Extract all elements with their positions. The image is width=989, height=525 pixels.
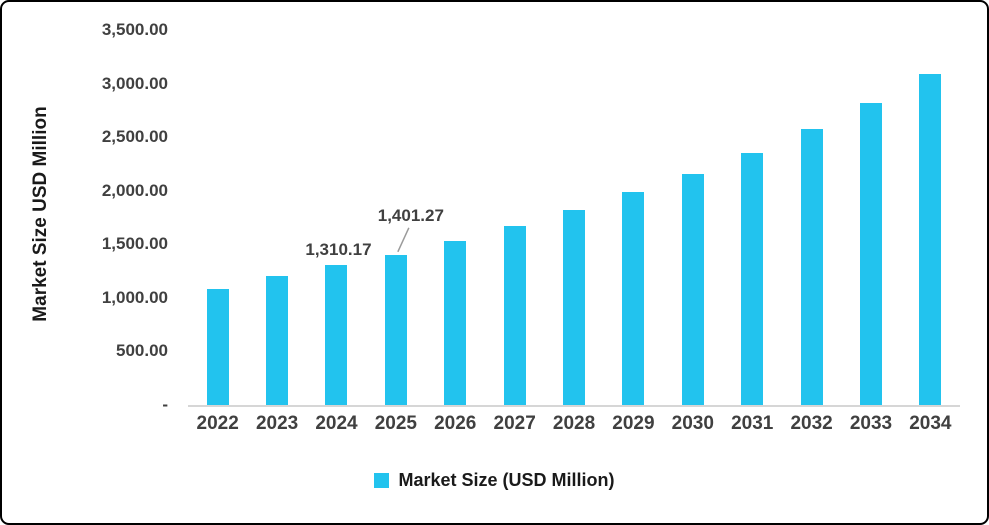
- y-tick: 500.00: [116, 341, 168, 361]
- bar-2022[interactable]: [206, 288, 229, 405]
- bar-2034[interactable]: [919, 73, 942, 405]
- x-tick-2031: 2031: [731, 413, 774, 434]
- x-tick-2029: 2029: [612, 413, 655, 434]
- data-label-2025: 1,401.27: [377, 205, 444, 225]
- y-tick: 2,500.00: [101, 127, 168, 147]
- x-tick-2022: 2022: [196, 413, 239, 434]
- bar-2028[interactable]: [563, 210, 585, 405]
- x-tick-2023: 2023: [255, 413, 299, 434]
- bar-2024[interactable]: [325, 264, 348, 405]
- x-tick-2024: 2024: [315, 413, 358, 434]
- y-axis-ticks: 3,500.00 3,000.00 2,500.00 2,000.00 1,500.00…: [2, 2, 170, 523]
- x-tick-2033: 2033: [849, 413, 893, 434]
- bar-2031[interactable]: [741, 153, 764, 405]
- x-tick-2030: 2030: [671, 413, 714, 434]
- y-tick: 3,500.00: [101, 20, 168, 39]
- bar-2027[interactable]: [503, 225, 526, 405]
- bar-2025[interactable]: [384, 254, 407, 405]
- bar-2023[interactable]: [266, 276, 289, 405]
- bar-2033[interactable]: [859, 102, 882, 405]
- bar-2029[interactable]: [622, 192, 645, 405]
- x-tick-2034: 2034: [909, 413, 952, 434]
- bar-2026[interactable]: [444, 240, 467, 405]
- y-tick: -: [162, 395, 168, 414]
- x-tick-2028: 2028: [552, 413, 596, 434]
- y-tick: 1,000.00: [101, 287, 168, 307]
- plot-area: 1,310.17 1,401.27: [188, 30, 960, 407]
- bar-2030[interactable]: [681, 174, 704, 405]
- legend-swatch-icon: [374, 473, 390, 488]
- x-tick-2025: 2025: [374, 413, 417, 434]
- x-tick-2026: 2026: [434, 413, 477, 434]
- legend: Market Size (USD Million): [2, 470, 987, 491]
- x-tick-2032: 2032: [790, 413, 833, 434]
- data-label-2024: 1,310.17: [305, 239, 372, 259]
- y-tick: 2,000.00: [101, 180, 168, 200]
- y-tick: 1,500.00: [101, 234, 168, 254]
- y-tick: 3,000.00: [101, 73, 168, 93]
- legend-label: Market Size (USD Million): [398, 470, 615, 490]
- x-tick-2027: 2027: [493, 413, 536, 434]
- bar-2032[interactable]: [800, 128, 823, 405]
- bars: [188, 30, 960, 405]
- x-axis-labels: 2022 2023 2024 2025 2026 2027 2028 2029 2030 2031…: [188, 413, 960, 435]
